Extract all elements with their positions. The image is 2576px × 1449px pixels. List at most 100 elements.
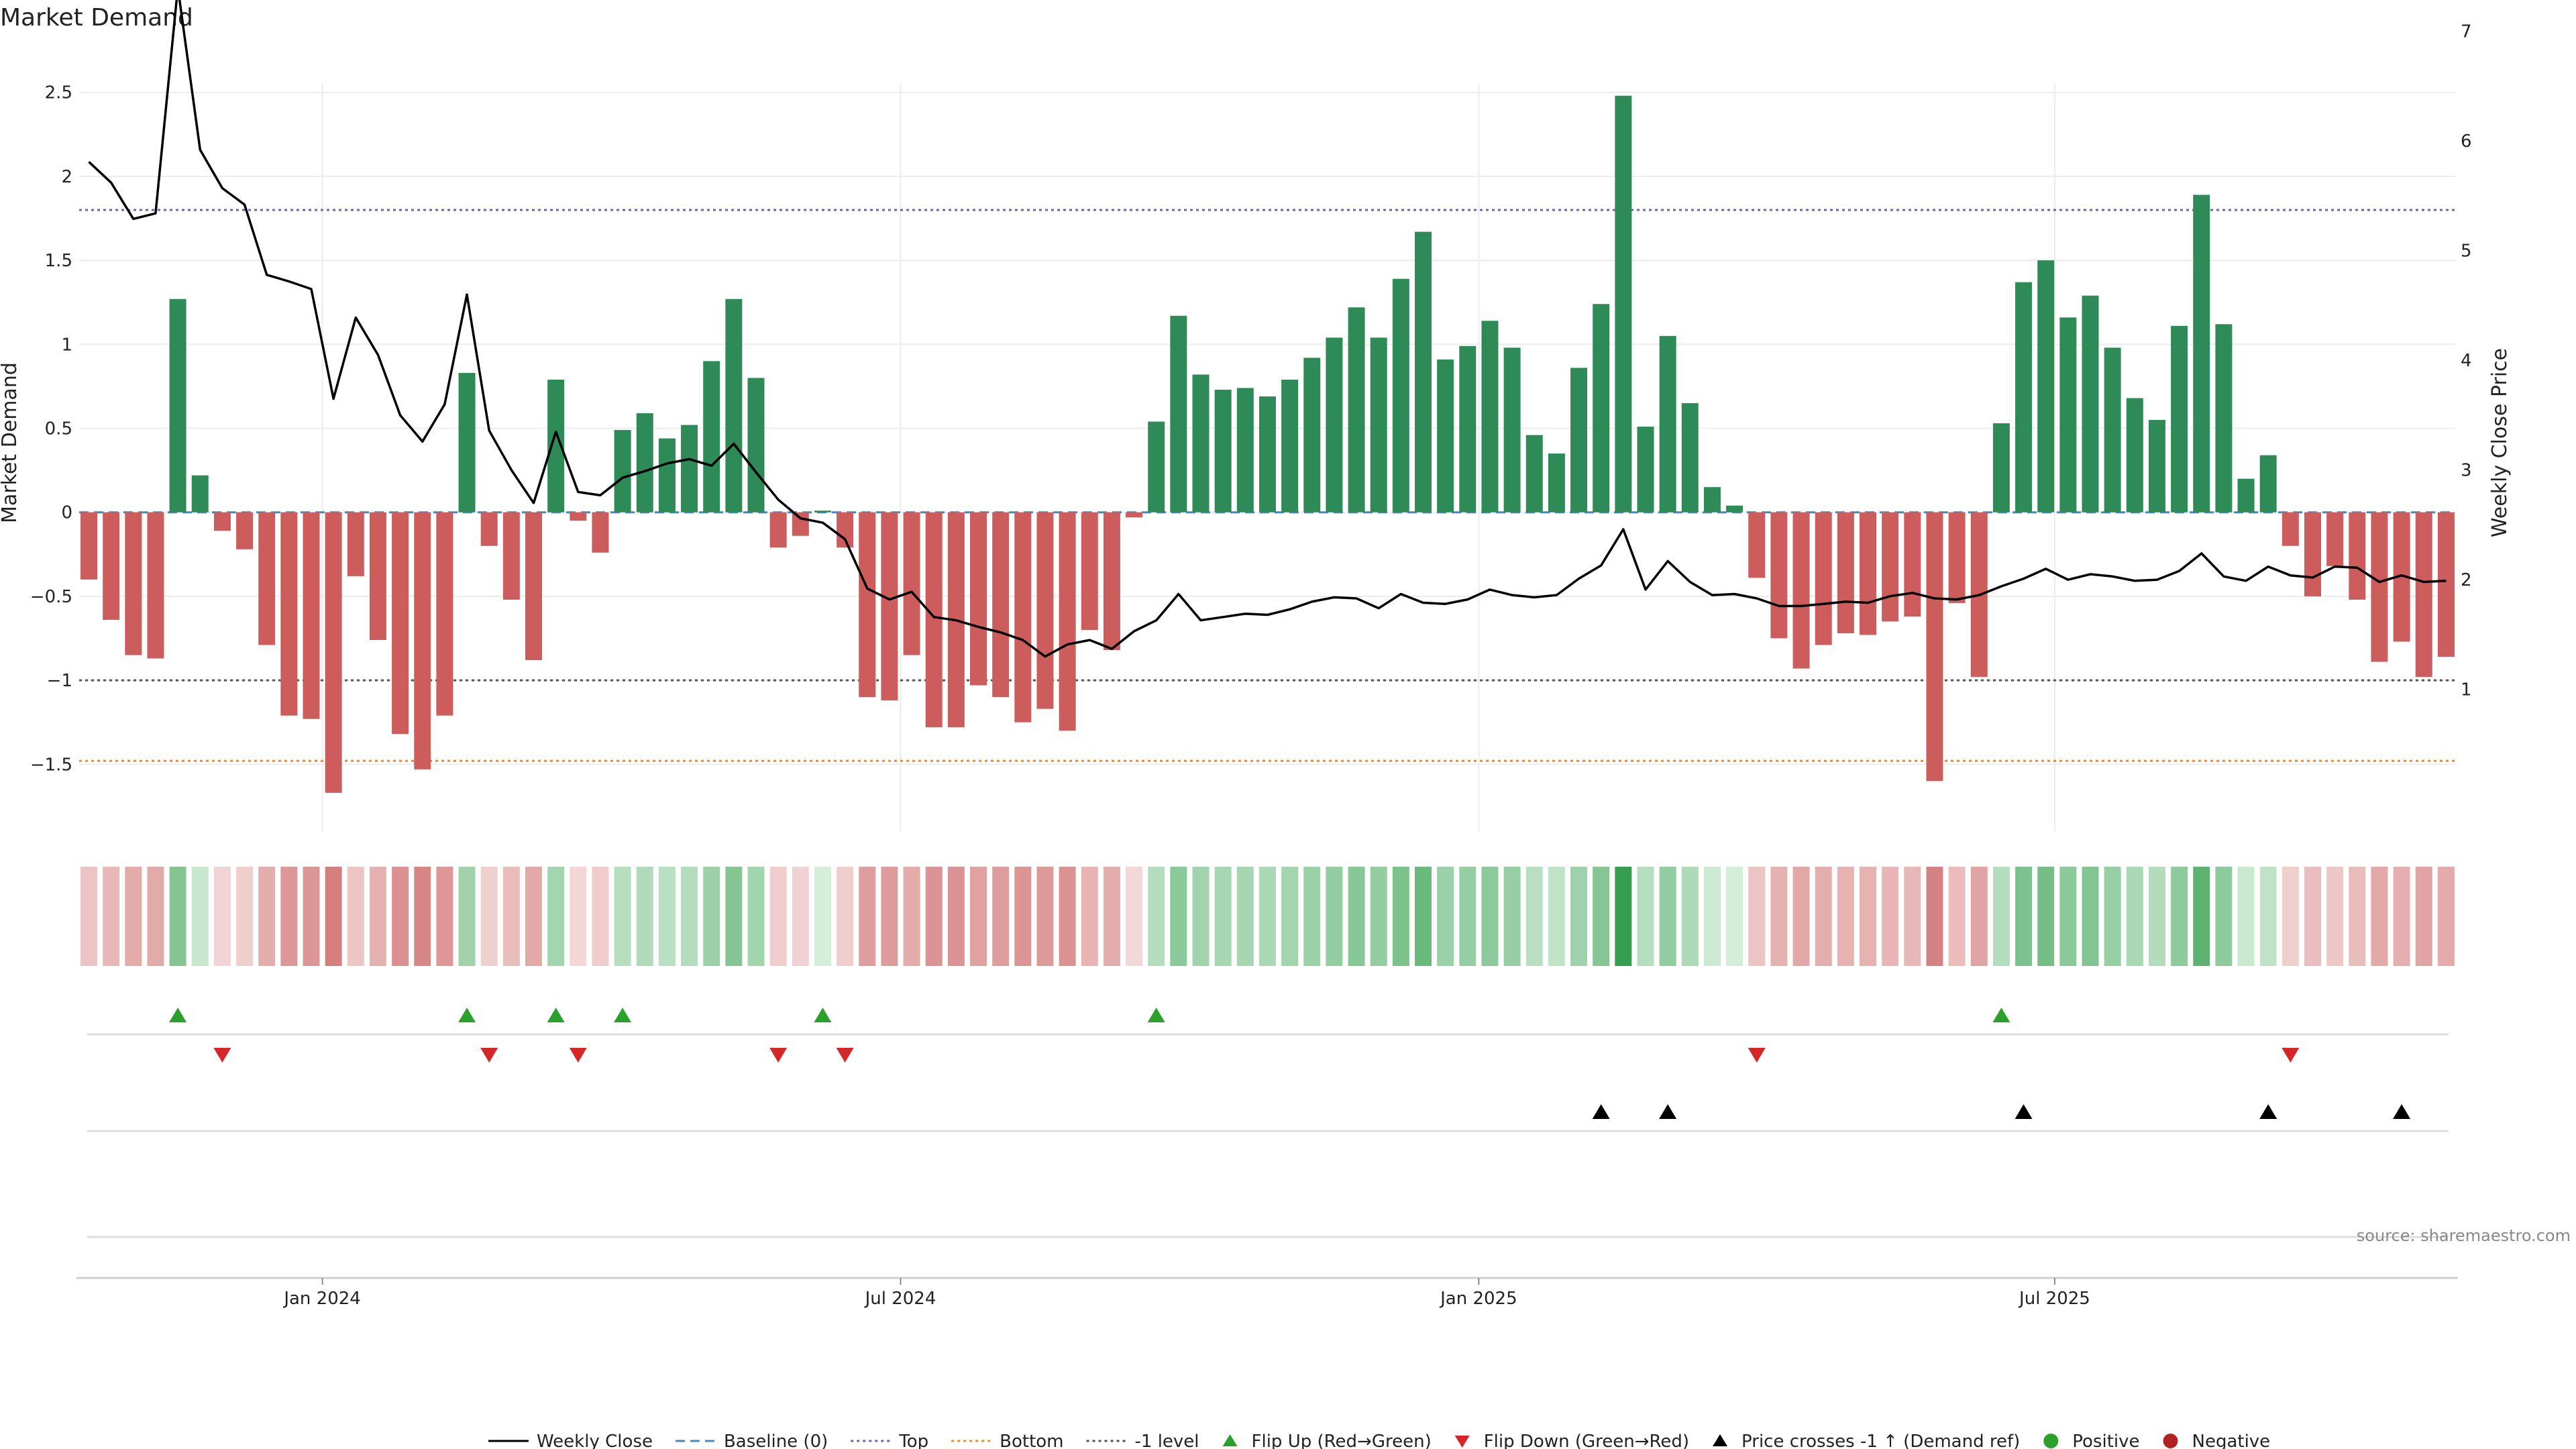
- legend-item: Top: [851, 1432, 928, 1449]
- heat-cell: [2082, 867, 2099, 966]
- heat-cell: [2059, 867, 2077, 966]
- heat-cell: [103, 867, 120, 966]
- legend-item: Weekly Close: [488, 1432, 653, 1449]
- heat-cell: [1882, 867, 1899, 966]
- price-cross-marker: [1592, 1104, 1610, 1119]
- demand-bar: [414, 512, 431, 769]
- heat-cell: [1014, 867, 1032, 966]
- demand-bar: [1059, 512, 1076, 731]
- demand-bar: [347, 512, 364, 576]
- demand-bar: [636, 413, 653, 513]
- demand-bar: [325, 512, 342, 793]
- demand-bar: [1570, 368, 1588, 513]
- heat-cell: [636, 867, 653, 966]
- demand-bar: [1503, 347, 1521, 513]
- demand-bar: [703, 361, 720, 513]
- demand-bar: [1236, 388, 1254, 513]
- heat-cell: [325, 867, 342, 966]
- heat-cell: [1792, 867, 1810, 966]
- heat-cell: [1970, 867, 1988, 966]
- heat-cell: [792, 867, 809, 966]
- heat-cell: [1548, 867, 1565, 966]
- demand-bar: [369, 512, 386, 641]
- heat-cell: [970, 867, 987, 966]
- flip-down-marker: [836, 1048, 854, 1063]
- demand-bar: [1214, 389, 1232, 513]
- heat-cell: [1036, 867, 1054, 966]
- heat-cell: [2126, 867, 2143, 966]
- demand-bar: [2215, 324, 2233, 513]
- demand-heat-strip: [80, 867, 2455, 966]
- demand-bar: [2304, 512, 2321, 596]
- demand-bar: [681, 425, 698, 513]
- y2-tick-label: 7: [2461, 22, 2472, 42]
- legend-label: Positive: [2072, 1432, 2139, 1449]
- source-credit: source: sharemaestro.com: [2357, 1226, 2571, 1245]
- heat-cell: [1348, 867, 1365, 966]
- heat-cell: [1303, 867, 1321, 966]
- heat-cell: [347, 867, 364, 966]
- demand-bar: [1081, 512, 1098, 630]
- demand-bar: [2059, 317, 2077, 513]
- demand-bar: [1904, 512, 1921, 616]
- price-cross-marker: [2259, 1104, 2277, 1119]
- demand-bar: [2104, 347, 2121, 513]
- legend-item: Bottom: [951, 1432, 1064, 1449]
- legend-swatch-triangle-down: [1454, 1436, 1470, 1448]
- heat-cell: [2326, 867, 2344, 966]
- demand-bar: [436, 512, 453, 716]
- heat-cell: [1926, 867, 1943, 966]
- heat-cell: [280, 867, 298, 966]
- demand-bar: [769, 512, 787, 548]
- flip-up-marker: [458, 1008, 476, 1022]
- heat-cell: [80, 867, 97, 966]
- heat-cell: [458, 867, 476, 966]
- x-axis-ticks: Jan 2024 Jul 2024 Jan 2025 Jul 2025: [282, 1278, 2090, 1309]
- legend-item: -1 level: [1086, 1432, 1199, 1449]
- demand-bar: [147, 512, 164, 659]
- price-cross-marker: [2015, 1104, 2033, 1119]
- heat-cell: [1570, 867, 1588, 966]
- demand-bar: [1926, 512, 1943, 782]
- heat-cell: [2349, 867, 2366, 966]
- demand-bar: [1860, 512, 1876, 635]
- demand-bar: [1459, 345, 1477, 513]
- heat-cell: [1326, 867, 1343, 966]
- y-axis-title: Market Demand: [0, 362, 21, 523]
- heat-cell: [236, 867, 254, 966]
- heat-cell: [725, 867, 743, 966]
- heat-cell: [837, 867, 854, 966]
- demand-bar: [303, 512, 320, 719]
- legend-swatch-dot: [2163, 1434, 2178, 1448]
- demand-bar: [2015, 282, 2033, 513]
- x-tick-label: Jan 2024: [282, 1289, 361, 1309]
- heat-cell: [2371, 867, 2388, 966]
- heat-cell: [502, 867, 520, 966]
- y-tick-label: 0.5: [45, 419, 72, 439]
- flip-up-marker: [1992, 1008, 2010, 1022]
- legend-label: Price crosses -1 ↑ (Demand ref): [1741, 1432, 2020, 1449]
- demand-bar: [2171, 325, 2188, 513]
- demand-bar: [103, 512, 120, 620]
- heat-cell: [1081, 867, 1098, 966]
- demand-bar: [480, 512, 498, 546]
- heat-cell: [258, 867, 276, 966]
- demand-bar: [970, 512, 987, 686]
- heat-cell: [1948, 867, 1966, 966]
- heat-cell: [369, 867, 386, 966]
- demand-bar: [191, 475, 209, 513]
- demand-bar: [881, 512, 898, 701]
- demand-bar: [1148, 421, 1165, 513]
- heat-cell: [2259, 867, 2277, 966]
- demand-bar: [1192, 374, 1210, 513]
- y-tick-label: 1.5: [45, 251, 72, 271]
- heat-cell: [547, 867, 565, 966]
- demand-bar: [1637, 426, 1654, 513]
- heat-cell: [747, 867, 765, 966]
- legend-label: Bottom: [1000, 1432, 1063, 1449]
- y-tick-label: 2.5: [45, 83, 72, 103]
- heat-cell: [592, 867, 609, 966]
- legend-item: Negative: [2163, 1432, 2270, 1449]
- demand-bar: [2237, 478, 2255, 513]
- heat-cell: [1770, 867, 1788, 966]
